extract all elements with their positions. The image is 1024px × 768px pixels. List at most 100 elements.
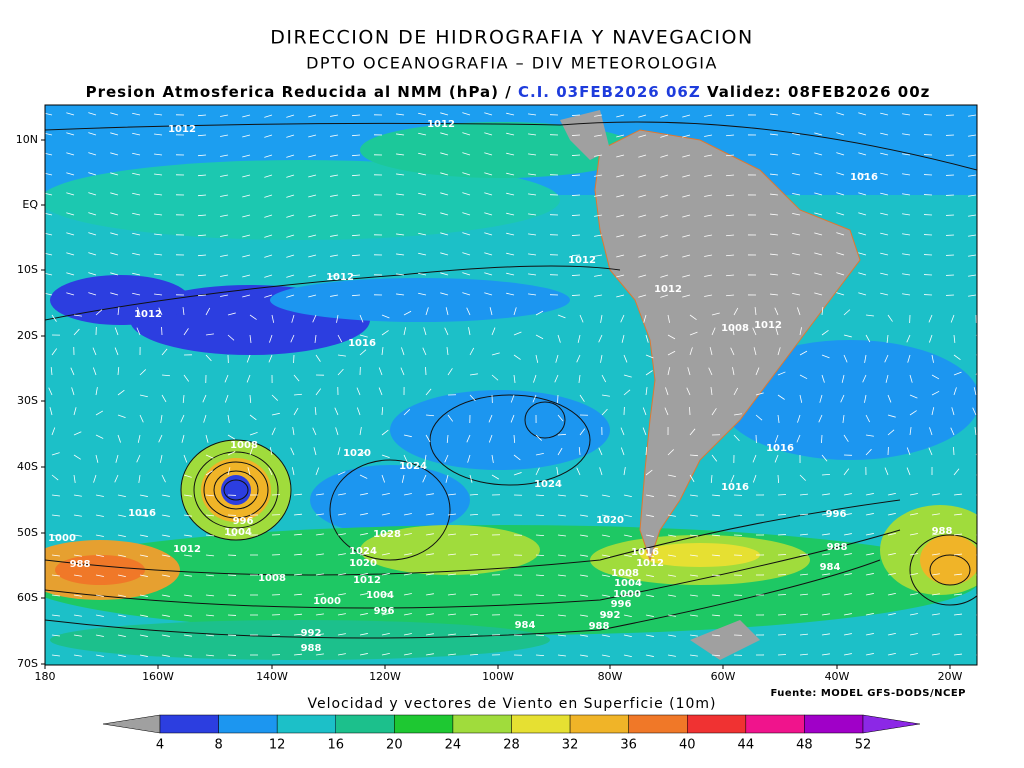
lon-label: 160W [142,670,174,683]
wind-vector [843,593,852,596]
wind-vector [396,213,405,216]
wind-vector [396,233,405,236]
wind-vector [271,427,276,436]
wind-vector [462,112,471,116]
wind-vector [704,214,713,217]
wind-vector [158,307,163,316]
isobar-label: 1012 [636,558,664,569]
wind-vector [264,294,273,298]
wind-vector [88,112,97,116]
wind-vector [88,172,97,176]
isobar-label: 1012 [326,272,354,283]
wind-vector [117,574,126,577]
lat-label: EQ [22,198,38,211]
wind-vector [931,374,940,380]
wind-vector [308,234,317,238]
wind-vector [308,174,317,178]
wind-vector [396,153,405,156]
wind-vector [484,232,493,236]
wind-vector [598,334,603,343]
wind-vector [403,653,412,656]
wind-vector [579,574,588,577]
wind-vector [689,494,698,497]
wind-vector [337,513,346,516]
wind-vector [293,573,302,576]
wind-vector [242,254,251,258]
wind-vector [887,493,896,496]
wind-vector [535,434,543,441]
wind-vector [535,334,544,340]
wind-vector [73,314,82,317]
wind-vector [557,554,566,557]
wind-vector [777,394,785,400]
wind-vector [330,114,339,117]
wind-vector [528,173,537,176]
wind-vector [953,613,962,616]
wind-vector [578,374,581,383]
wind-vector [418,112,427,116]
wind-vector [909,573,918,576]
isobar-label: 1012 [568,255,596,266]
wind-vector [264,154,273,158]
wind-vector [330,134,339,137]
wind-vector [638,294,647,298]
wind-vector [447,573,456,576]
wind-vector [818,414,823,423]
colorbar-label: 16 [327,738,344,753]
wind-vector [821,633,830,636]
wind-vector [139,514,148,517]
wind-vector [865,653,874,656]
isobar-label: 1008 [721,323,749,334]
wind-vector [880,272,889,276]
wind-vector [183,634,192,637]
wind-vector [381,533,390,536]
wind-vector [396,253,405,256]
wind-vector [425,307,429,316]
wind-vector [887,633,896,636]
wind-vector [315,553,324,556]
wind-vector [88,132,97,136]
wind-vector [571,174,581,176]
wind-vector [359,513,368,516]
wind-vector [858,132,867,136]
wind-vector [638,214,647,218]
wind-vector [571,294,581,296]
wind-vector [381,406,384,416]
wind-vector [909,553,918,556]
wind-vector [95,410,104,416]
wind-vector [733,434,740,442]
wind-vector [50,367,53,376]
wind-vector [682,274,691,278]
wind-vector [418,232,427,236]
wind-vector [725,174,735,177]
wind-vector [528,293,537,296]
isobar-label: 1012 [134,309,162,320]
wind-vector [799,653,808,656]
wind-vector [951,407,955,416]
wind-vector [704,234,713,237]
wind-vector [161,574,170,577]
isobar-label: 1020 [343,448,371,459]
wind-vector [45,112,53,116]
wind-vector [139,574,148,577]
wind-vector [110,152,119,156]
isobar-label: 1012 [754,320,782,331]
wind-vector [506,132,515,136]
wind-vector [425,633,434,636]
wind-vector [396,273,405,276]
wind-vector [660,194,669,198]
isobar-label: 1016 [850,172,878,183]
wind-vector [440,152,449,156]
wind-vector [836,212,845,216]
wind-vector [821,454,828,462]
wind-vector [308,294,317,298]
wind-vector [710,474,713,484]
wind-vector [902,153,911,156]
wind-vector [197,194,207,197]
wind-vector [242,114,251,118]
wind-vector [418,292,427,296]
wind-vector [330,194,339,197]
wind-vector [292,427,295,436]
wind-vector [95,534,104,537]
wind-vector [799,513,808,516]
